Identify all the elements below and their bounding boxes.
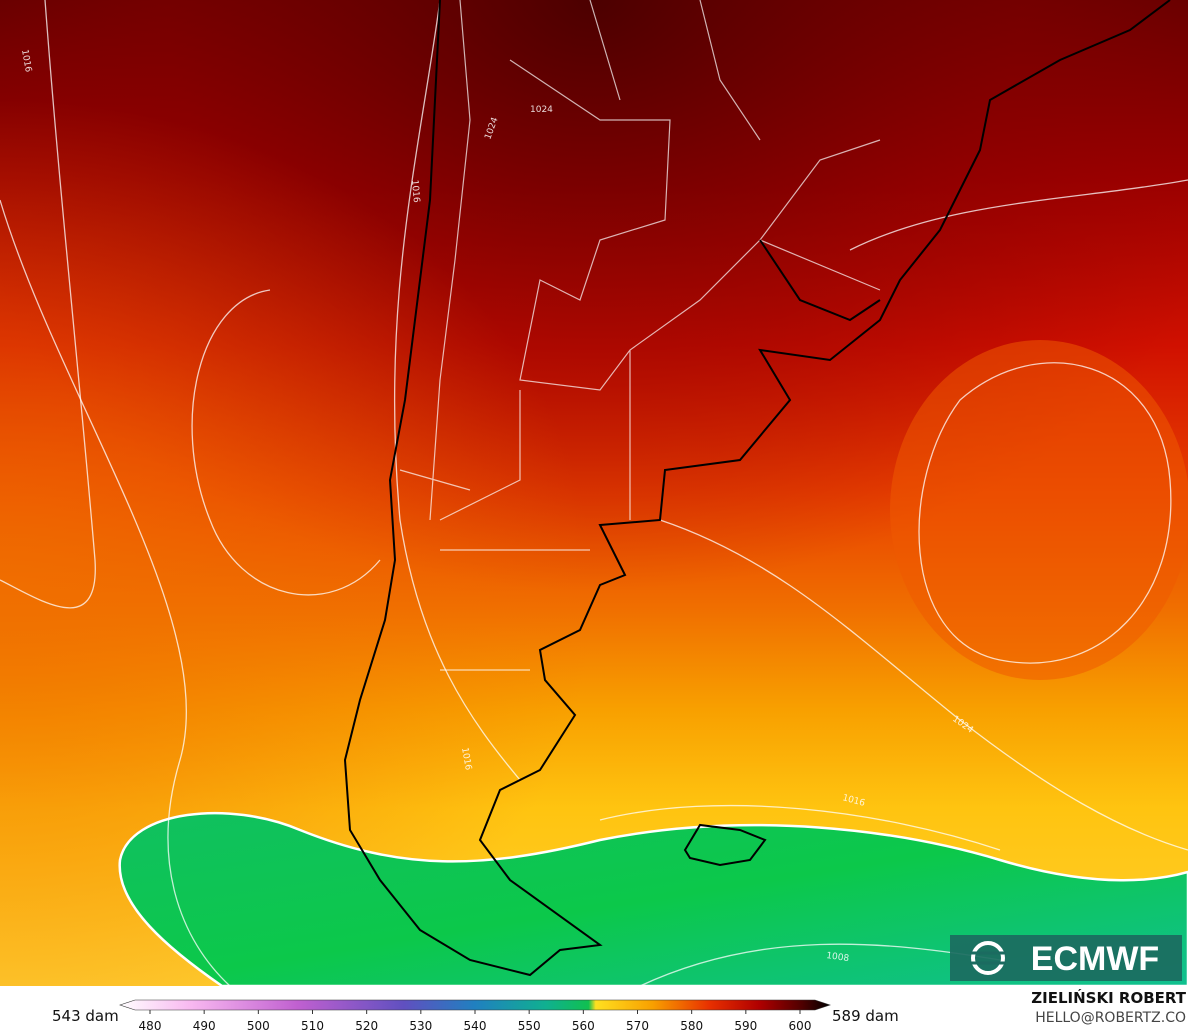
colorbar-tick-label: 530: [409, 1019, 432, 1033]
colorbar-min-label: 543 dam: [52, 1007, 119, 1025]
colorbar-tick-label: 580: [680, 1019, 703, 1033]
colorbar-tick-label: 510: [301, 1019, 324, 1033]
colorbar-tick-label: 520: [355, 1019, 378, 1033]
isobar: [0, 199, 231, 987]
colorbar-tick-label: 590: [734, 1019, 757, 1033]
isobar-label: 1024: [530, 105, 553, 115]
colorbar-tick-label: 490: [193, 1019, 216, 1033]
logo-mark: [970, 941, 1006, 975]
isobar: [393, 0, 521, 781]
isobar: [849, 179, 1188, 251]
map-area: 1016 1024 1016 1024 1016 1024 1016 1008 …: [0, 0, 1188, 988]
coastline: [343, 0, 1171, 977]
isobar-label: 1008: [826, 951, 850, 964]
colorbar-max-label: 589 dam: [832, 1007, 899, 1025]
isobar-label: 1016: [459, 747, 473, 772]
isobar: [191, 289, 381, 596]
isobar: [659, 519, 1188, 851]
colorbar-ramp: [119, 999, 831, 1011]
author: ZIELIŃSKI ROBERT: [1031, 988, 1186, 1007]
colorbar-tick-label: 570: [626, 1019, 649, 1033]
colorbar-tick-label: 500: [247, 1019, 270, 1033]
cold-air-region: [118, 811, 1188, 988]
contact: HELLO@ROBERTZ.CO: [1035, 1010, 1186, 1026]
isobar-label: 1016: [19, 49, 33, 74]
colorbar: 543 dam 589 dam 480 490 500 510 520 530 540 550…: [52, 999, 899, 1033]
isobar-label: 1016: [409, 179, 421, 203]
colorbar-tick-label: 540: [464, 1019, 487, 1033]
colorbar-tick-label: 550: [518, 1019, 541, 1033]
country-borders: [399, 0, 881, 671]
logo-text: ECMWF: [1031, 940, 1159, 978]
colorbar-tick-label: 480: [139, 1019, 162, 1033]
coastline-estuary: [759, 239, 881, 322]
falkland-islands: [683, 823, 767, 867]
isobar: [0, 0, 96, 609]
high-pressure-cell: [890, 340, 1188, 680]
colorbar-tick-label: 600: [789, 1019, 812, 1033]
isobar: [918, 362, 1172, 664]
colorbar-tick-label: 560: [572, 1019, 595, 1033]
isobar: [599, 804, 1001, 851]
